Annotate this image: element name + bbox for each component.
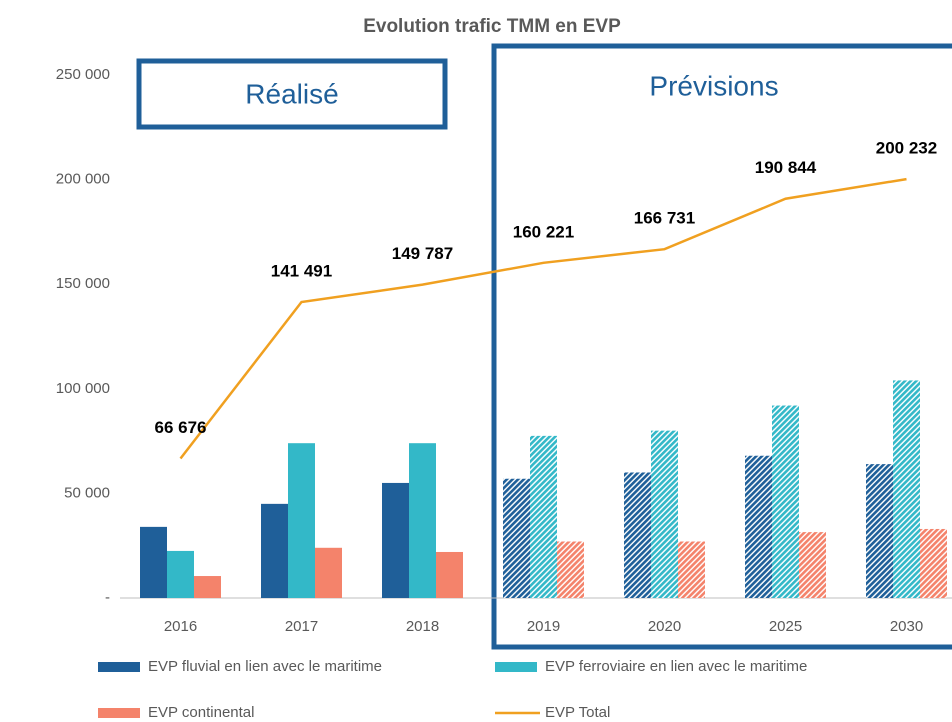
data-label: 200 232 bbox=[876, 139, 937, 158]
chart-title: Evolution trafic TMM en EVP bbox=[363, 16, 621, 37]
y-tick-label: 150 000 bbox=[56, 275, 110, 292]
y-tick-label: 250 000 bbox=[56, 66, 110, 83]
bar bbox=[382, 482, 409, 598]
annotation: Réalisé bbox=[245, 78, 338, 109]
bar bbox=[194, 576, 221, 598]
bar bbox=[745, 455, 772, 598]
data-label: 166 731 bbox=[634, 209, 695, 228]
data-label: 160 221 bbox=[513, 222, 574, 241]
x-tick-label: 2020 bbox=[648, 618, 681, 635]
y-tick-label: 100 000 bbox=[56, 380, 110, 397]
bar bbox=[772, 405, 799, 598]
bar bbox=[167, 550, 194, 598]
x-tick-label: 2025 bbox=[769, 618, 802, 635]
legend-swatch bbox=[98, 708, 140, 718]
x-tick-label: 2017 bbox=[285, 618, 318, 635]
bar bbox=[261, 503, 288, 598]
bar bbox=[866, 464, 893, 598]
y-tick-label: 50 000 bbox=[64, 484, 110, 501]
bar bbox=[409, 443, 436, 598]
x-tick-label: 2016 bbox=[164, 618, 197, 635]
annotation: Prévisions bbox=[649, 70, 778, 101]
bar bbox=[288, 443, 315, 598]
x-tick-label: 2030 bbox=[890, 618, 923, 635]
bar bbox=[557, 541, 584, 598]
x-tick-label: 2018 bbox=[406, 618, 439, 635]
data-label: 190 844 bbox=[755, 158, 817, 177]
bar bbox=[436, 551, 463, 598]
bar bbox=[530, 435, 557, 598]
total-line bbox=[179, 177, 907, 460]
bar bbox=[920, 528, 947, 598]
bar bbox=[893, 380, 920, 598]
data-label: 66 676 bbox=[155, 418, 207, 437]
data-label: 141 491 bbox=[271, 261, 332, 280]
legend-label: EVP fluvial en lien avec le maritime bbox=[148, 658, 382, 675]
bar bbox=[678, 541, 705, 598]
x-tick-label: 2019 bbox=[527, 618, 560, 635]
bar bbox=[651, 430, 678, 598]
data-label: 149 787 bbox=[392, 244, 453, 263]
bar bbox=[315, 547, 342, 598]
realise-box bbox=[136, 58, 448, 130]
legend-label: EVP continental bbox=[148, 704, 254, 721]
legend-label: EVP Total bbox=[545, 704, 610, 721]
legend-swatch bbox=[495, 662, 537, 672]
legend-label: EVP ferroviaire en lien avec le maritime bbox=[545, 658, 807, 675]
y-tick-label: - bbox=[105, 589, 110, 606]
bar bbox=[799, 532, 826, 598]
bar bbox=[503, 478, 530, 598]
y-tick-label: 200 000 bbox=[56, 171, 110, 188]
bar bbox=[140, 526, 167, 598]
bar bbox=[624, 472, 651, 598]
previsions-box bbox=[491, 43, 952, 650]
legend-swatch bbox=[98, 662, 140, 672]
